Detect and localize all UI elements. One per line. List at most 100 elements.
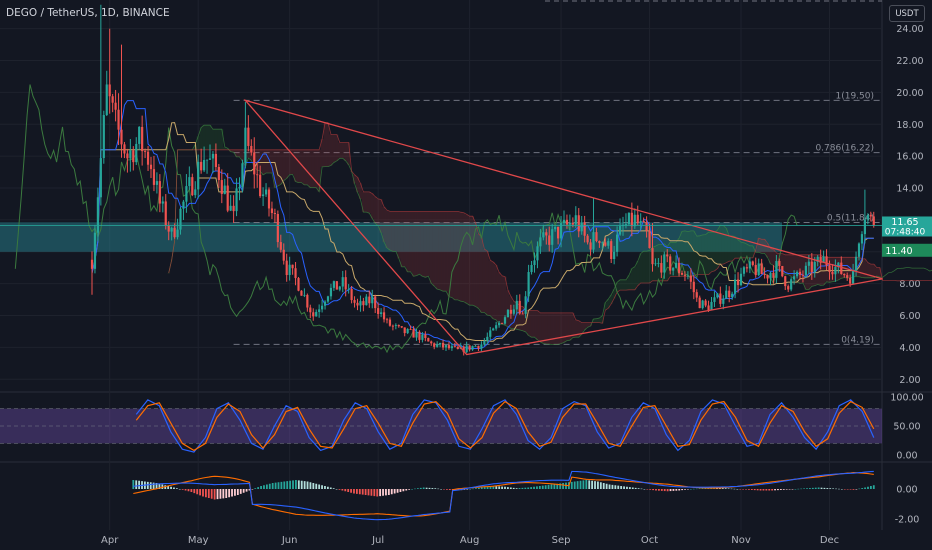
candle-body: [760, 263, 763, 275]
macd-histogram-bar: [721, 488, 724, 489]
macd-histogram-bar: [149, 482, 152, 489]
candle-body: [90, 259, 94, 269]
macd-histogram-bar: [605, 483, 608, 489]
candle-body: [574, 215, 577, 225]
candle-body: [282, 249, 285, 261]
macd-histogram-bar: [437, 488, 440, 490]
cloud-segment: [361, 191, 365, 213]
macd-histogram-bar: [448, 489, 451, 490]
candle-body: [533, 260, 536, 265]
cloud-segment: [544, 312, 548, 344]
candle-body: [722, 298, 725, 304]
cloud-segment: [600, 315, 604, 324]
stoch-k-line: [135, 399, 875, 453]
cloud-segment: [376, 198, 380, 227]
candle-body: [421, 334, 424, 340]
macd-histogram-bar: [242, 489, 245, 493]
candle-body: [276, 214, 279, 243]
candle-body: [279, 242, 282, 250]
macd-histogram-bar: [547, 484, 550, 489]
macd-histogram-bar: [608, 484, 611, 489]
candle-body: [114, 102, 117, 110]
macd-histogram-bar: [817, 487, 820, 489]
macd-histogram-bar: [376, 489, 379, 497]
macd-histogram-bar: [167, 486, 170, 489]
macd-histogram-bar: [222, 489, 225, 499]
macd-histogram-bar: [623, 486, 625, 489]
candle-body: [536, 246, 539, 261]
cloud-segment: [438, 211, 442, 290]
macd-histogram-bar: [562, 483, 564, 489]
macd-histogram-bar: [178, 489, 181, 490]
candle-body: [188, 177, 191, 187]
cloud-segment: [677, 238, 681, 277]
candle-body: [577, 215, 580, 232]
cloud-segment: [388, 211, 392, 251]
macd-histogram-bar: [170, 486, 172, 489]
cloud-segment: [400, 211, 404, 267]
candle-body: [270, 208, 274, 214]
macd-histogram-bar: [289, 480, 292, 489]
y-tick-label: 18.00: [896, 120, 923, 131]
macd-histogram-bar: [794, 489, 797, 490]
cloud-segment: [202, 125, 206, 150]
candle-body: [754, 264, 757, 276]
candle-body: [613, 251, 616, 260]
cloud-segment: [586, 322, 590, 328]
macd-histogram-bar: [295, 480, 297, 489]
macd-histogram-bar: [643, 489, 646, 490]
candle-body: [627, 212, 630, 225]
x-tick-label: Sep: [552, 535, 571, 546]
stoch-d-line: [135, 400, 875, 452]
candle-body: [315, 311, 318, 317]
macd-histogram-bar: [652, 489, 654, 491]
macd-histogram-bar: [158, 483, 161, 489]
macd-histogram-bar: [306, 481, 309, 489]
currency-badge[interactable]: USDT: [889, 5, 925, 22]
macd-histogram-bar: [800, 488, 803, 490]
candle-body: [642, 221, 645, 223]
cloud-segment: [246, 149, 250, 159]
macd-histogram-bar: [750, 489, 753, 490]
candle-body: [385, 319, 389, 321]
macd-histogram-bar: [416, 488, 419, 489]
cloud-segment: [715, 230, 719, 269]
cloud-segment: [571, 312, 575, 338]
cloud-segment: [235, 149, 239, 157]
macd-histogram-bar: [869, 486, 872, 489]
candle-body: [412, 329, 415, 338]
candle-body: [453, 346, 456, 348]
candle-body: [241, 163, 244, 188]
candle-body: [666, 254, 669, 257]
candle-body: [138, 126, 141, 144]
candle-body: [223, 185, 226, 194]
candle-body: [713, 297, 716, 302]
macd-histogram-bar: [196, 489, 199, 495]
macd-histogram-bar: [829, 488, 832, 489]
cloud-segment: [710, 232, 713, 272]
cloud-segment: [580, 322, 584, 335]
macd-histogram-bar: [585, 480, 588, 489]
candle-body: [739, 273, 743, 286]
candle-body: [197, 161, 200, 190]
macd-histogram-bar: [669, 489, 672, 492]
candle-body: [179, 208, 182, 230]
candle-body: [474, 345, 477, 347]
candle-body: [551, 229, 554, 245]
macd-histogram-bar: [309, 482, 312, 489]
cloud-segment: [683, 230, 687, 277]
cloud-segment: [583, 322, 587, 330]
cloud-segment: [476, 233, 480, 309]
macd-histogram-bar: [347, 489, 350, 492]
candle-body: [837, 262, 840, 267]
zone-rect: [0, 222, 782, 252]
symbol-title[interactable]: DEGO / TetherUS, 1D, BINANCE: [6, 7, 170, 19]
cloud-segment: [370, 193, 374, 219]
macd-histogram-bar: [210, 489, 213, 499]
macd-histogram-bar: [373, 489, 376, 497]
macd-histogram-bar: [591, 480, 594, 489]
macd-histogram-bar: [599, 482, 602, 489]
cloud-segment: [373, 196, 377, 224]
cloud-segment: [686, 231, 690, 277]
